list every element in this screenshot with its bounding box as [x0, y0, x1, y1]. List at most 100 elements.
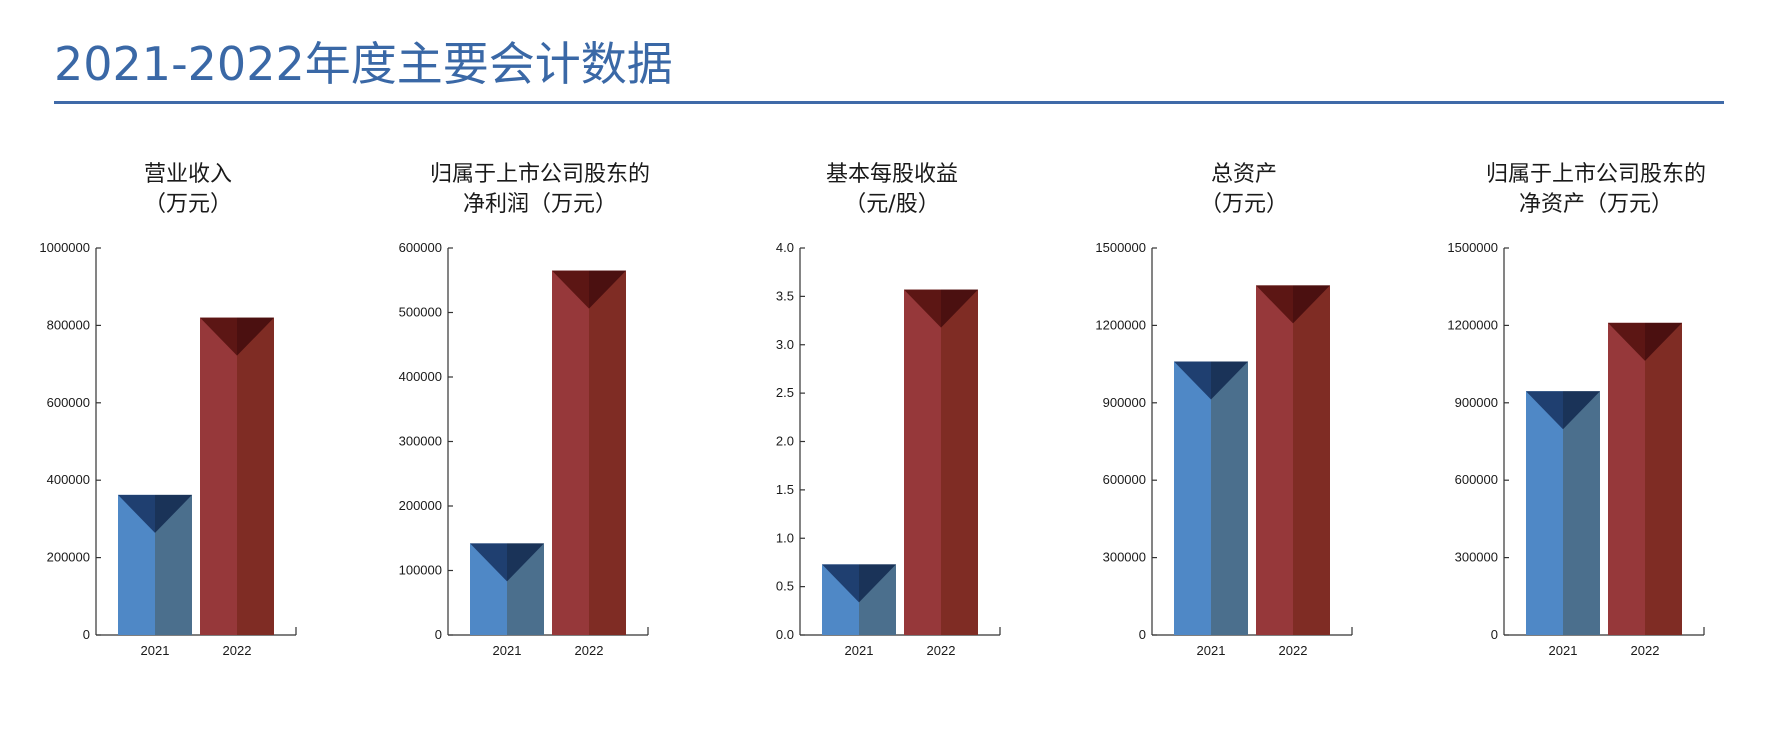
- y-tick-label: 1000000: [39, 240, 90, 255]
- y-tick-label: 400000: [47, 472, 90, 487]
- y-tick-label: 600000: [1455, 472, 1498, 487]
- chart-title-line-1: 基本每股收益: [825, 162, 958, 187]
- chart-plot: 0 300000 600000 900000 1200000 1500000 2021 202…: [1447, 240, 1705, 658]
- bar-cap-right: [237, 317, 274, 356]
- bar-cap-right: [1645, 322, 1682, 361]
- bar-cap-left: [904, 289, 941, 328]
- y-tick-label: 1.5: [776, 482, 794, 497]
- y-tick-label: 300000: [1455, 550, 1498, 565]
- y-tick-label: 600000: [399, 240, 442, 255]
- x-tick-label: 2022: [575, 643, 604, 658]
- chart-eps: 基本每股收益 （元/股） 0.0 0.5 1.0 1.5 2.0 2.5 3.0 3.5 4.0…: [722, 150, 1062, 670]
- bar-front-face: [904, 289, 941, 635]
- x-tick-label: 2021: [1197, 643, 1226, 658]
- chart-revenue: 营业收入 （万元） 0 200000 400000 600000 800000 10000…: [18, 150, 358, 670]
- chart-net-assets: 归属于上市公司股东的 净资产（万元） 0 300000 600000 900000 12…: [1426, 150, 1766, 670]
- y-tick-label: 4.0: [776, 240, 794, 255]
- chart-title-line-2: （元/股）: [844, 192, 940, 217]
- y-tick-label: 0.0: [776, 627, 794, 642]
- y-tick-label: 0: [435, 627, 442, 642]
- bar-2022: [904, 289, 978, 635]
- y-tick-label: 1500000: [1095, 240, 1146, 255]
- bar-cap-left: [1608, 322, 1645, 361]
- page-title: 2021-2022年度主要会计数据: [54, 37, 673, 91]
- bar-2022: [200, 317, 274, 635]
- bar-cap-right: [941, 289, 978, 328]
- chart-title-line-1: 归属于上市公司股东的: [429, 162, 650, 187]
- x-tick-label: 2022: [927, 643, 956, 658]
- x-tick-label: 2022: [223, 643, 252, 658]
- chart-plot: 0.0 0.5 1.0 1.5 2.0 2.5 3.0 3.5 4.0 2021 2022: [776, 240, 1001, 658]
- bar-cap-left: [1526, 391, 1563, 430]
- bar-2021: [1526, 391, 1600, 635]
- bar-2021: [470, 543, 544, 635]
- chart-title-line-1: 归属于上市公司股东的: [1485, 162, 1706, 187]
- y-tick-label: 500000: [399, 305, 442, 320]
- y-tick-label: 1200000: [1447, 317, 1498, 332]
- bar-side-face: [1645, 322, 1682, 635]
- chart-total-assets: 总资产 （万元） 0 300000 600000 900000 1200000 15000…: [1074, 150, 1414, 670]
- chart-plot: 0 300000 600000 900000 1200000 1500000 2021 202…: [1095, 240, 1353, 658]
- bar-front-face: [1526, 391, 1563, 635]
- title-divider: [54, 101, 1724, 104]
- y-tick-label: 1.0: [776, 530, 794, 545]
- chart-title: 归属于上市公司股东的 净资产（万元）: [1426, 160, 1766, 220]
- bar-side-face: [941, 289, 978, 635]
- bar-front-face: [1174, 361, 1211, 635]
- bar-cap-right: [155, 494, 192, 533]
- chart-title-line-1: 营业收入: [143, 162, 232, 187]
- chart-title: 营业收入 （万元）: [18, 160, 358, 220]
- y-tick-label: 100000: [399, 563, 442, 578]
- y-tick-label: 900000: [1103, 395, 1146, 410]
- bar-cap-right: [507, 543, 544, 582]
- bar-front-face: [552, 270, 589, 635]
- y-tick-label: 0.5: [776, 579, 794, 594]
- y-tick-label: 200000: [47, 550, 90, 565]
- bar-cap-left: [1174, 361, 1211, 400]
- x-tick-label: 2021: [1549, 643, 1578, 658]
- chart-title: 总资产 （万元）: [1074, 160, 1414, 220]
- chart-title: 归属于上市公司股东的 净利润（万元）: [370, 160, 710, 220]
- bar-front-face: [200, 317, 237, 635]
- y-tick-label: 0: [83, 627, 90, 642]
- y-tick-label: 300000: [399, 434, 442, 449]
- bar-front-face: [1608, 322, 1645, 635]
- bar-2022: [1256, 285, 1330, 635]
- bar-2021: [118, 494, 192, 635]
- chart-title-line-2: 净资产（万元）: [1518, 192, 1673, 217]
- y-tick-label: 900000: [1455, 395, 1498, 410]
- bar-side-face: [1211, 361, 1248, 635]
- bar-2021: [822, 564, 896, 635]
- bar-cap-right: [1293, 285, 1330, 324]
- y-tick-label: 3.5: [776, 288, 794, 303]
- bar-2022: [552, 270, 626, 635]
- chart-plot: 0 100000 200000 300000 400000 500000 600000 202…: [399, 240, 649, 658]
- bar-front-face: [1256, 285, 1293, 635]
- x-tick-label: 2021: [141, 643, 170, 658]
- bar-side-face: [589, 270, 626, 635]
- y-tick-label: 2.5: [776, 385, 794, 400]
- y-tick-label: 0: [1139, 627, 1146, 642]
- y-tick-label: 600000: [1103, 472, 1146, 487]
- y-tick-label: 3.0: [776, 337, 794, 352]
- chart-net-profit: 归属于上市公司股东的 净利润（万元） 0 100000 200000 300000 40…: [370, 150, 710, 670]
- x-tick-label: 2022: [1631, 643, 1660, 658]
- chart-title-line-2: 净利润（万元）: [462, 192, 617, 217]
- bar-2022: [1608, 322, 1682, 635]
- bar-cap-right: [1563, 391, 1600, 430]
- y-tick-label: 800000: [47, 317, 90, 332]
- chart-title-line-2: （万元）: [1199, 192, 1288, 217]
- bar-cap-left: [552, 270, 589, 309]
- y-tick-label: 0: [1491, 627, 1498, 642]
- bar-cap-right: [1211, 361, 1248, 400]
- bar-side-face: [237, 317, 274, 635]
- x-tick-label: 2022: [1279, 643, 1308, 658]
- bar-2021: [1174, 361, 1248, 635]
- bar-cap-left: [200, 317, 237, 356]
- y-tick-label: 2.0: [776, 434, 794, 449]
- y-tick-label: 200000: [399, 498, 442, 513]
- y-tick-label: 600000: [47, 395, 90, 410]
- bar-cap-left: [1256, 285, 1293, 324]
- chart-title-line-1: 总资产: [1210, 162, 1277, 187]
- chart-title: 基本每股收益 （元/股）: [722, 160, 1062, 220]
